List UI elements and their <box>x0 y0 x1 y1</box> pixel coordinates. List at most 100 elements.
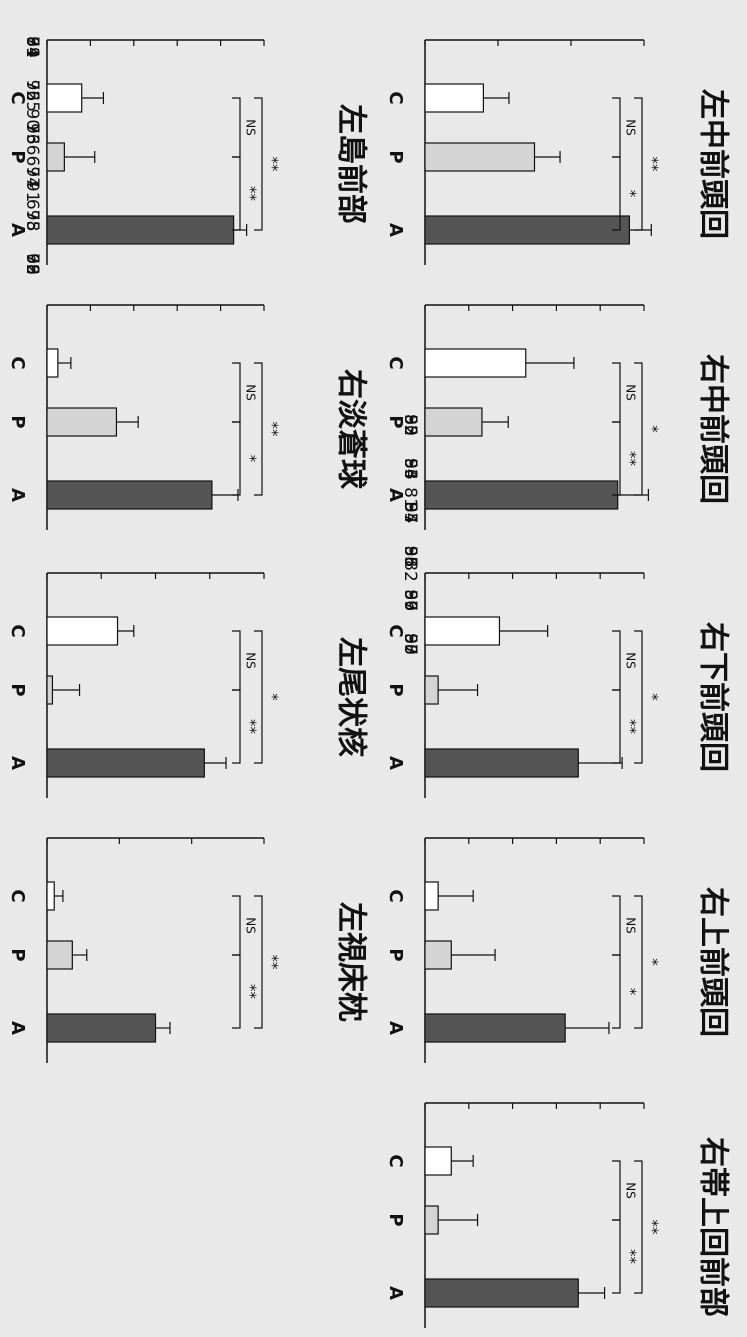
tick-label: 73 <box>22 123 42 145</box>
significance-bracket <box>634 895 643 1029</box>
significance-bracket <box>634 1160 643 1294</box>
tick-label: 96 <box>400 546 420 568</box>
significance-label: * <box>622 988 640 996</box>
bar-A <box>46 1013 157 1043</box>
tick-label: 81 <box>400 487 420 509</box>
category-label: A <box>385 1286 406 1300</box>
tick-label: 95 <box>400 502 420 524</box>
tick-label: 96 <box>400 589 420 611</box>
significance-bracket <box>612 954 621 1029</box>
category-label: C <box>7 624 28 637</box>
significance-bracket <box>232 954 241 1029</box>
category-label: A <box>385 488 406 502</box>
tick-label: 87 <box>400 502 420 524</box>
tick-label: 72 <box>22 80 42 102</box>
bar-P <box>46 407 118 437</box>
category-label: C <box>385 91 406 104</box>
significance-label: NS <box>624 652 638 669</box>
significance-bracket <box>232 156 241 231</box>
significance-label: NS <box>624 917 638 934</box>
significance-bracket <box>232 421 241 496</box>
bar-P <box>46 675 54 705</box>
significance-label: NS <box>624 119 638 136</box>
significance-bracket <box>612 1160 621 1221</box>
category-label: A <box>7 488 28 502</box>
significance-label: ** <box>622 1249 640 1265</box>
significance-label: ** <box>242 719 260 735</box>
significance-label: ** <box>622 719 640 735</box>
chart-title: 右下前頭回 <box>696 622 731 772</box>
category-label: P <box>385 1213 406 1226</box>
tick-label: 90 <box>400 633 420 655</box>
tick-label: 66 <box>22 145 42 167</box>
chart-title: 右中前頭回 <box>696 354 731 504</box>
tick-label: 74 <box>22 166 42 188</box>
tick-label: 71 <box>22 36 42 58</box>
significance-bracket <box>254 362 263 496</box>
significance-bracket <box>232 630 241 691</box>
bar-P <box>424 142 536 172</box>
tick-label: 89 <box>22 36 42 58</box>
tick-label: 82 <box>400 560 420 582</box>
category-label: C <box>385 889 406 902</box>
bar-C <box>424 348 527 378</box>
bar-A <box>46 748 205 778</box>
category-label: C <box>385 624 406 637</box>
tick-label: 54 <box>400 502 420 524</box>
category-label: A <box>7 223 28 237</box>
significance-label: NS <box>244 119 258 136</box>
chart-title: 右上前頭回 <box>696 887 731 1037</box>
chart-title: 左島前部 <box>334 104 369 224</box>
bar-P <box>46 142 65 172</box>
bar-C <box>46 881 55 911</box>
tick-label: 67 <box>22 199 42 221</box>
tick-label: 98 <box>22 210 42 232</box>
significance-bracket <box>634 630 643 764</box>
significance-bracket <box>612 895 621 956</box>
significance-bracket <box>232 97 241 158</box>
significance-bracket <box>612 362 621 423</box>
bar-A <box>424 480 619 510</box>
significance-label: * <box>242 455 260 463</box>
category-label: A <box>7 1021 28 1035</box>
category-label: C <box>385 356 406 369</box>
tick-label: 68 <box>22 253 42 275</box>
category-label: P <box>385 415 406 428</box>
tick-label: 92 <box>400 414 420 436</box>
significance-bracket <box>254 630 263 764</box>
bar-P <box>424 407 483 437</box>
category-label: C <box>385 1154 406 1167</box>
significance-label: * <box>644 958 662 966</box>
tick-label: 95 <box>400 546 420 568</box>
bar-C <box>424 1146 452 1176</box>
category-label: P <box>7 683 28 696</box>
bar-P <box>424 1205 439 1235</box>
significance-label: ** <box>242 984 260 1000</box>
significance-label: ** <box>264 422 282 438</box>
significance-bracket <box>254 895 263 1029</box>
significance-label: NS <box>244 917 258 934</box>
tick-label: 75 <box>22 210 42 232</box>
category-label: A <box>385 223 406 237</box>
bar-A <box>424 1013 566 1043</box>
significance-label: NS <box>624 384 638 401</box>
tick-label: 85 <box>400 414 420 436</box>
tick-label: 76 <box>22 253 42 275</box>
category-label: A <box>7 756 28 770</box>
tick-label: 57 <box>400 633 420 655</box>
tick-label: 91 <box>22 181 42 203</box>
category-label: P <box>7 948 28 961</box>
tick-label: 90 <box>22 109 42 131</box>
tick-label: 97 <box>22 166 42 188</box>
bar-A <box>46 480 213 510</box>
tick-label: 65 <box>22 90 42 112</box>
tick-label: 97 <box>400 633 420 655</box>
bar-A <box>424 215 630 245</box>
tick-label: 94 <box>400 458 420 480</box>
